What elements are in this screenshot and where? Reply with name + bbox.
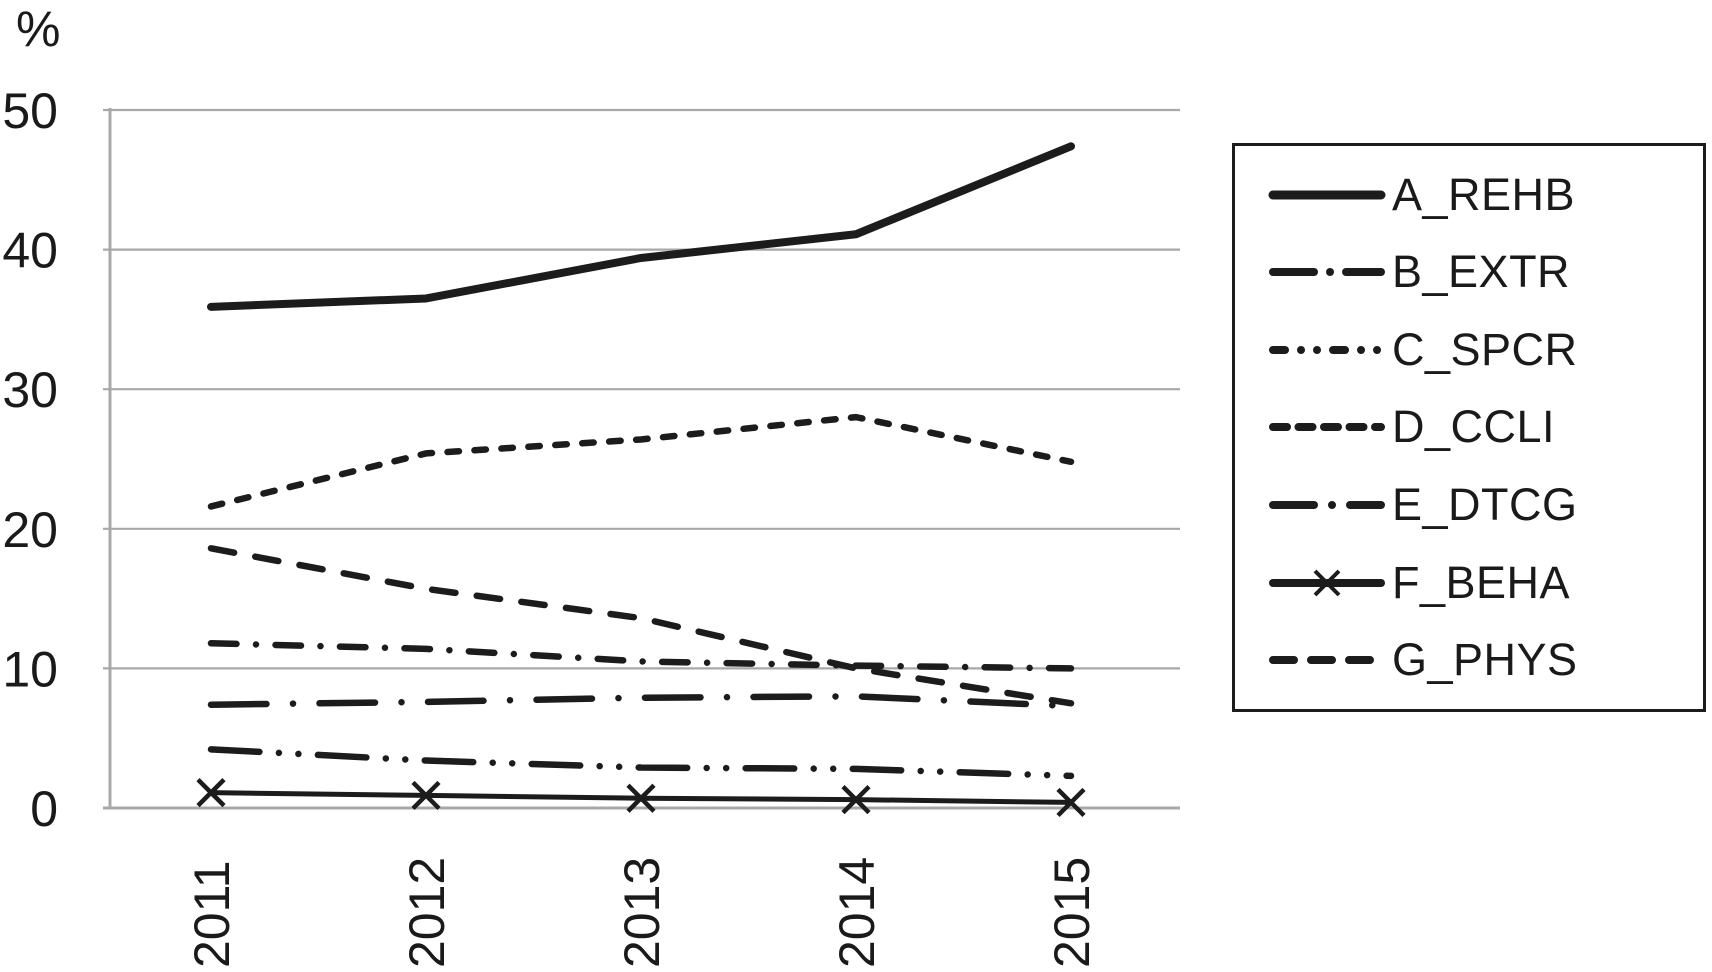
y-axis-title: % (16, 1, 61, 57)
x-tick-label-2012: 2012 (399, 857, 455, 968)
legend-label-A_REHB: A_REHB (1392, 168, 1576, 220)
legend-item-B_EXTR: B_EXTR (1268, 244, 1703, 300)
legend-item-A_REHB: A_REHB (1268, 167, 1703, 223)
series-line-C_SPCR (207, 746, 1075, 780)
y-tick-label-30: 30 (2, 362, 58, 418)
x-tick-label-2015: 2015 (1044, 857, 1100, 968)
legend-label-E_DTCG: E_DTCG (1392, 479, 1578, 531)
series-line-D_CCLI (207, 413, 1075, 510)
y-tick-label-50: 50 (2, 83, 58, 139)
legend-line-sample-medium-dash (1269, 656, 1385, 665)
x-marker-F_BEHA-2013 (626, 783, 656, 813)
series-line-E_DTCG (207, 693, 1075, 710)
x-marker-F_BEHA-2011 (196, 778, 226, 808)
series-line-G_PHYS (207, 545, 1075, 707)
legend-line-sample-solid (1268, 190, 1386, 200)
legend: A_REHB B_EXTR C_SPCR D_CCLI E_DTCG F_BEHA G_PH… (1232, 143, 1706, 712)
legend-label-G_PHYS: G_PHYS (1392, 634, 1578, 686)
legend-label-B_EXTR: B_EXTR (1392, 246, 1571, 298)
x-marker-F_BEHA-2015 (1056, 787, 1086, 818)
legend-item-C_SPCR: C_SPCR (1268, 322, 1703, 378)
legend-item-F_BEHA: F_BEHA (1268, 555, 1703, 611)
legend-line-sample-dash-dot (1269, 268, 1385, 277)
x-marker-F_BEHA-2014 (841, 785, 871, 815)
legend-item-G_PHYS: G_PHYS (1268, 632, 1703, 688)
legend-item-E_DTCG: E_DTCG (1268, 477, 1703, 533)
legend-label-C_SPCR: C_SPCR (1392, 323, 1578, 375)
legend-label-D_CCLI: D_CCLI (1392, 401, 1556, 453)
x-marker-F_BEHA-2012 (411, 780, 441, 811)
x-tick-label-2011: 2011 (184, 860, 240, 968)
legend-line-sample-short-dash (1269, 423, 1385, 432)
legend-label-F_BEHA: F_BEHA (1392, 556, 1571, 608)
legend-line-sample-long-dash-dot (1269, 501, 1385, 510)
y-tick-label-0: 0 (30, 781, 58, 837)
legend-item-D_CCLI: D_CCLI (1268, 399, 1703, 455)
y-tick-label-40: 40 (2, 223, 58, 279)
legend-line-sample-dash-dot-dot (1269, 345, 1385, 354)
series-line-B_EXTR (207, 640, 1075, 672)
legend-x-marker-icon (1313, 569, 1341, 597)
x-tick-label-2014: 2014 (829, 857, 885, 968)
y-tick-label-20: 20 (2, 502, 58, 558)
x-tick-label-2013: 2013 (614, 857, 670, 968)
y-tick-label-10: 10 (2, 641, 58, 697)
series-line-A_REHB (207, 142, 1075, 311)
legend-line-sample-solid-x-marker (1269, 569, 1385, 597)
